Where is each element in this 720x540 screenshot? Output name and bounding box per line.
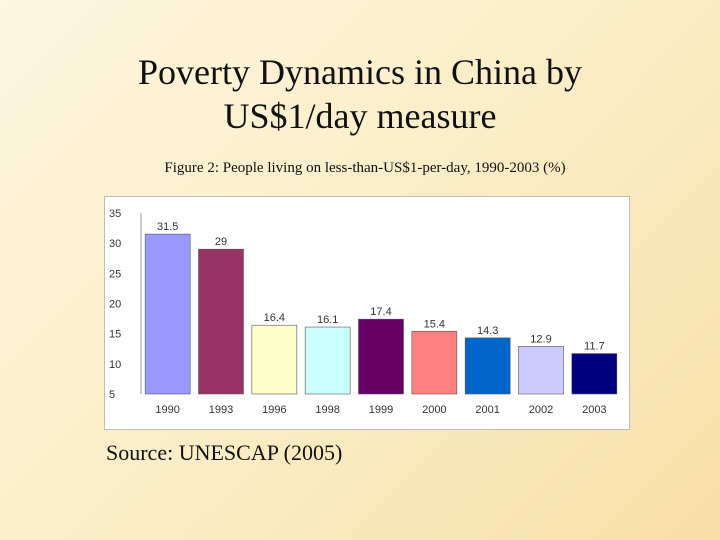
- y-tick-label: 5: [109, 389, 115, 401]
- source-note: Source: UNESCAP (2005): [106, 440, 343, 465]
- x-tick-label-2001: 2001: [475, 404, 499, 416]
- value-label-2003: 11.7: [584, 341, 605, 353]
- x-tick-label-2003: 2003: [582, 404, 606, 416]
- bar-1993: [198, 248, 244, 395]
- value-label-1999: 17.4: [370, 306, 391, 318]
- x-tick-label-2002: 2002: [529, 404, 553, 416]
- bar-1990: [144, 233, 191, 395]
- bar-1998: [304, 326, 351, 395]
- x-tick-label-1998: 1998: [315, 404, 339, 416]
- chart-container: 5 10 15 20 25 30 35 31.5 29 16.4 16.1 17.4 15.4 14.3…: [104, 196, 630, 430]
- bar-2000: [411, 330, 458, 395]
- value-labels: 31.5 29 16.4 16.1 17.4 15.4 14.3 12.9 11.7: [157, 221, 605, 352]
- x-tick-label-1993: 1993: [209, 404, 233, 416]
- bar-1996: [251, 324, 298, 395]
- value-label-2001: 14.3: [477, 325, 498, 337]
- value-label-1990: 31.5: [157, 221, 178, 233]
- bar-2001: [464, 337, 511, 395]
- x-tick-label-1996: 1996: [262, 404, 286, 416]
- x-axis: 1990 1993 1996 1998 1999 2000 2001 2002 2003: [155, 404, 606, 416]
- y-tick-label: 25: [109, 268, 121, 280]
- y-tick-label: 20: [109, 299, 121, 311]
- value-label-1993: 29: [215, 236, 227, 248]
- y-tick-label: 15: [109, 329, 121, 341]
- x-tick-label-1999: 1999: [369, 404, 393, 416]
- y-tick-label: 10: [109, 359, 121, 371]
- value-label-1998: 16.1: [317, 314, 338, 326]
- bars: [144, 233, 618, 395]
- slide-title-line-1: Poverty Dynamics in China by: [138, 52, 582, 92]
- figure-caption: Figure 2: People living on less-than-US$…: [164, 160, 566, 176]
- bar-chart: 5 10 15 20 25 30 35 31.5 29 16.4 16.1 17.4 15.4 14.3…: [109, 208, 618, 416]
- value-label-2000: 15.4: [424, 318, 445, 330]
- bar-2002: [518, 346, 564, 395]
- y-axis: 5 10 15 20 25 30 35: [109, 208, 142, 401]
- bar-2003: [571, 353, 618, 395]
- slide-title: Poverty Dynamics in China by US$1/day me…: [60, 50, 660, 138]
- y-tick-label: 30: [109, 238, 121, 250]
- bar-1999: [358, 318, 404, 395]
- value-label-2002: 12.9: [530, 333, 551, 345]
- y-tick-label: 35: [109, 208, 121, 220]
- value-label-1996: 16.4: [264, 312, 285, 324]
- slide-title-line-2: US$1/day measure: [223, 96, 497, 136]
- x-tick-label-1990: 1990: [155, 404, 179, 416]
- x-tick-label-2000: 2000: [422, 404, 446, 416]
